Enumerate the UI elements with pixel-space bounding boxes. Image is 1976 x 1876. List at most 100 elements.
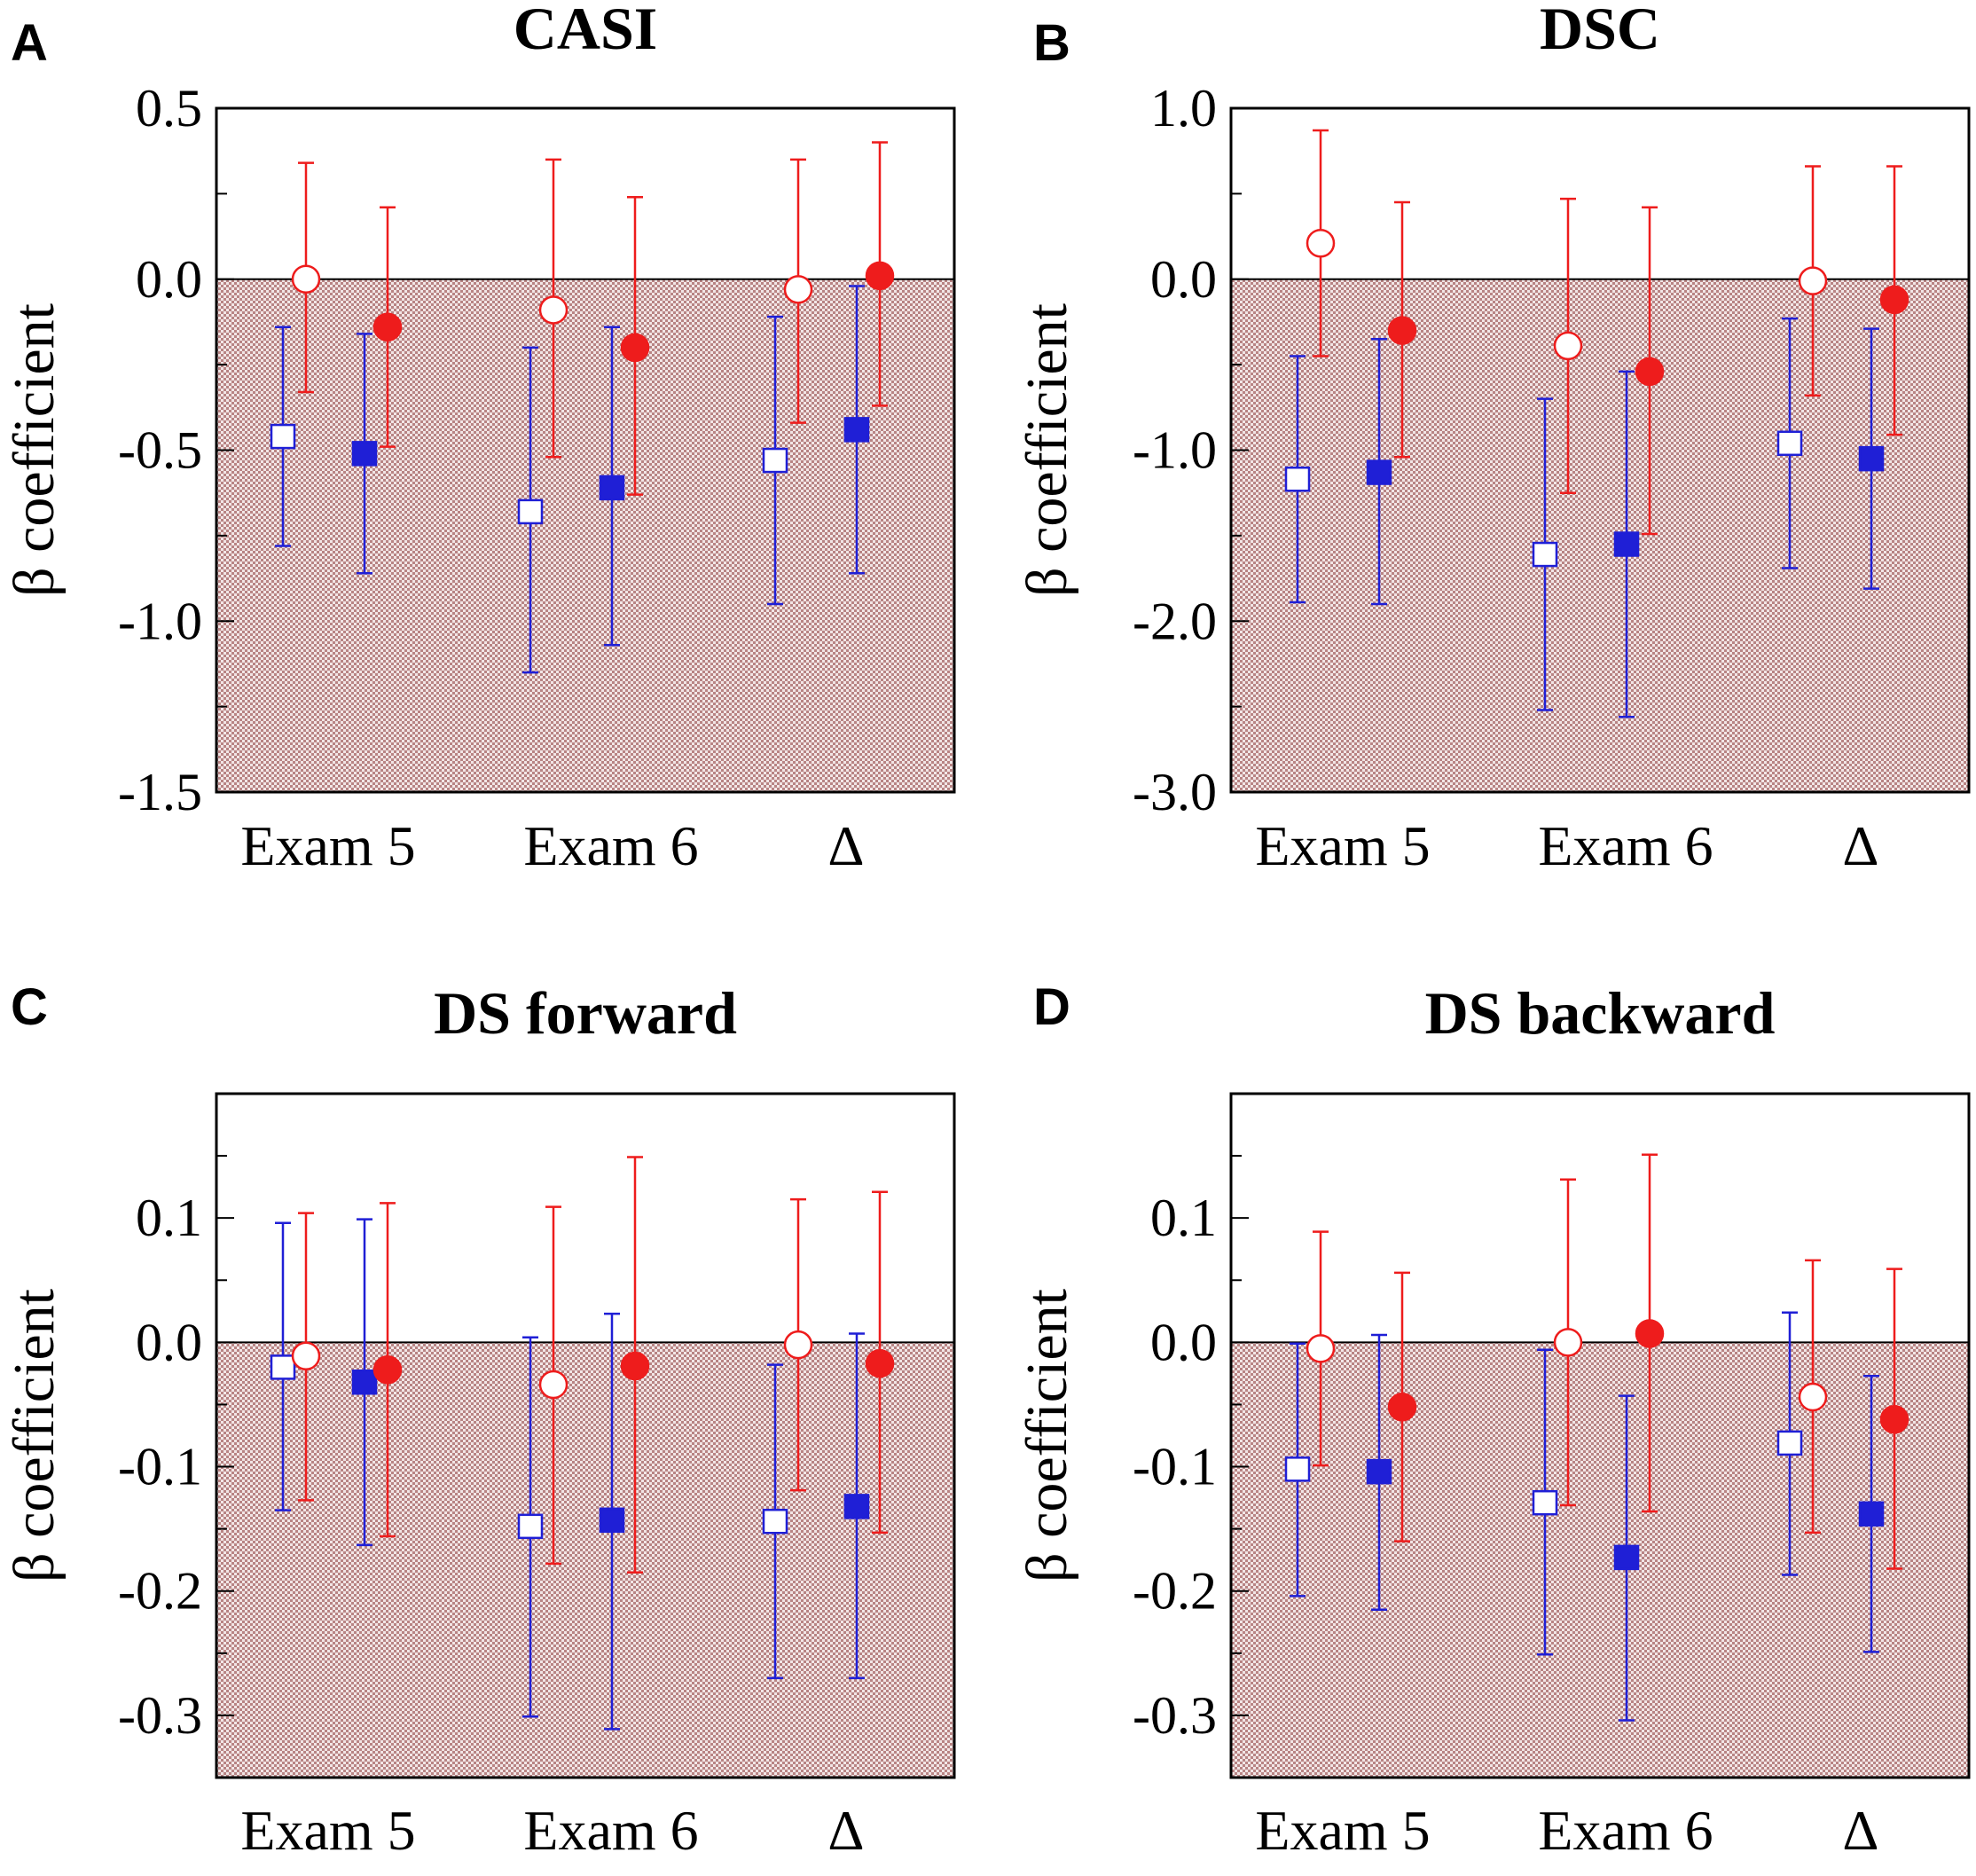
open-circle-point: [291, 264, 321, 294]
panel-title: DS forward: [434, 979, 737, 1047]
y-tick-label: -3.0: [1133, 763, 1217, 821]
open-circle-point: [783, 275, 813, 304]
y-tick-label: 0.0: [136, 250, 202, 309]
panel-title: DS backward: [1425, 979, 1776, 1047]
open-circle-point: [1553, 331, 1583, 361]
y-tick-label: -0.3: [1133, 1686, 1217, 1745]
filled-square-point: [599, 1507, 625, 1534]
negative-region-shading: [1231, 1342, 1969, 1778]
panel-letter: D: [1033, 978, 1070, 1036]
open-square-point: [270, 423, 296, 450]
filled-square-point: [1858, 445, 1885, 472]
open-circle-point: [1306, 1334, 1336, 1363]
x-category-label: Exam 5: [240, 1799, 415, 1862]
panel-title: CASI: [514, 0, 658, 62]
y-axis-label: β coefficient: [2, 1289, 67, 1582]
x-category-label: Exam 5: [1255, 814, 1430, 877]
filled-square-point: [843, 417, 870, 443]
y-tick-label: 0.0: [1150, 250, 1217, 309]
panel-b: 1.0 0.0 -1.0 -2.0 -3.0 B DSC β coefficient Exam …: [1015, 0, 1971, 877]
filled-square-point: [1613, 1544, 1640, 1571]
open-circle-point: [291, 1341, 321, 1371]
open-circle-point: [1798, 1382, 1828, 1412]
panel-letter: C: [11, 978, 48, 1036]
panel-letter: B: [1033, 14, 1070, 72]
panel-c: 0.1 0.0 -0.1 -0.2 -0.3 C DS forward β coefficie…: [2, 978, 956, 1862]
x-category-label: Exam 5: [1255, 1799, 1430, 1862]
x-category-label: Exam 6: [1538, 814, 1713, 877]
open-square-point: [1776, 1430, 1803, 1456]
y-tick-label: 0.1: [1150, 1189, 1217, 1247]
open-square-point: [1284, 1456, 1311, 1482]
y-tick-label: -1.5: [118, 763, 202, 821]
filled-circle-point: [1387, 1393, 1417, 1422]
plot-frame: [1229, 1092, 1971, 1779]
x-category-label: Δ: [827, 1799, 864, 1862]
panel-d: 0.1 0.0 -0.1 -0.2 -0.3 D DS backward β coeffici…: [1015, 978, 1971, 1862]
open-circle-point: [1306, 229, 1336, 258]
open-square-point: [1776, 430, 1803, 457]
y-axis-label: β coefficient: [1015, 303, 1079, 597]
open-circle-point: [783, 1330, 813, 1360]
y-tick-label: -1.0: [118, 592, 202, 650]
y-tick-label: -0.1: [1133, 1438, 1217, 1496]
y-tick-label: 0.1: [136, 1189, 202, 1247]
open-square-point: [517, 498, 544, 525]
plot-frame: [215, 1092, 956, 1779]
filled-square-point: [1366, 1458, 1392, 1485]
open-circle-point: [538, 295, 568, 325]
open-square-point: [1532, 1489, 1558, 1516]
y-tick-label: -0.3: [118, 1686, 202, 1745]
open-square-point: [762, 447, 788, 474]
filled-square-point: [351, 441, 378, 467]
y-tick-label: 0.0: [136, 1313, 202, 1371]
y-tick-label: -0.2: [1133, 1562, 1217, 1621]
panel-letter: A: [11, 14, 48, 72]
filled-circle-point: [865, 1348, 895, 1378]
filled-circle-point: [372, 312, 403, 341]
x-category-label: Exam 5: [240, 814, 415, 877]
y-tick-label: -0.2: [118, 1562, 202, 1621]
panel-a: 0.5 0.0 -0.5 -1.0 -1.5 A CASI β coefficient Exam…: [2, 0, 956, 877]
filled-square-point: [1366, 459, 1392, 485]
negative-region-shading: [216, 279, 954, 792]
y-tick-label: 0.0: [1150, 1313, 1217, 1371]
x-category-label: Δ: [1842, 814, 1878, 877]
filled-circle-point: [1635, 357, 1665, 387]
filled-circle-point: [372, 1354, 403, 1385]
open-square-point: [1532, 541, 1558, 568]
filled-square-point: [843, 1494, 870, 1519]
filled-circle-point: [1635, 1319, 1665, 1348]
filled-circle-point: [620, 1351, 650, 1381]
x-category-label: Exam 6: [523, 1799, 698, 1862]
x-category-label: Δ: [1842, 1799, 1878, 1862]
panel-title: DSC: [1540, 0, 1660, 62]
open-square-point: [517, 1513, 544, 1540]
y-tick-label: 1.0: [1150, 79, 1217, 137]
x-category-label: Exam 6: [1538, 1799, 1713, 1862]
y-axis-label: β coefficient: [1015, 1289, 1079, 1582]
y-tick-label: -0.1: [118, 1438, 202, 1496]
y-tick-label: -1.0: [1133, 421, 1217, 480]
x-category-label: Δ: [827, 814, 864, 877]
negative-region-shading: [216, 1342, 954, 1778]
filled-circle-point: [1387, 316, 1417, 345]
open-square-point: [762, 1508, 788, 1535]
y-tick-label: -2.0: [1133, 592, 1217, 650]
open-circle-point: [1798, 266, 1828, 295]
open-circle-point: [1553, 1328, 1583, 1357]
filled-square-point: [599, 475, 625, 501]
filled-square-point: [351, 1369, 378, 1395]
filled-square-point: [1858, 1501, 1885, 1527]
open-square-point: [270, 1354, 296, 1380]
filled-circle-point: [1879, 1405, 1909, 1434]
x-category-label: Exam 6: [523, 814, 698, 877]
open-circle-point: [538, 1370, 568, 1400]
y-tick-label: -0.5: [118, 421, 202, 480]
filled-circle-point: [620, 333, 650, 363]
filled-square-point: [1613, 531, 1640, 557]
negative-region-shading: [1231, 279, 1969, 792]
open-square-point: [1284, 467, 1311, 492]
y-tick-label: 0.5: [136, 79, 202, 137]
